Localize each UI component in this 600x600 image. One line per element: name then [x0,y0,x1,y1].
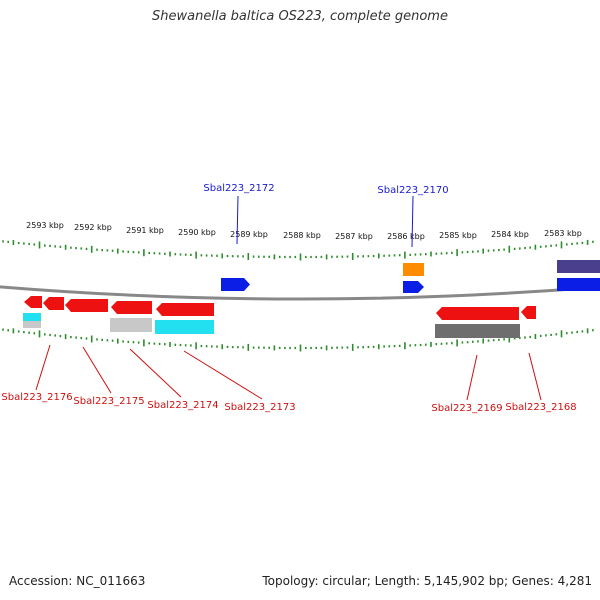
label-sbal223-2170[interactable]: Sbal223_2170 [377,185,448,196]
label-sbal223-2174[interactable]: Sbal223_2174 [147,400,218,411]
gene-sbal223-2174[interactable] [111,301,152,314]
gene-sbal223-2169[interactable] [436,307,519,320]
cds-cyan-left[interactable] [23,313,41,321]
top-tick-track [2,239,594,261]
genome-backbone [0,285,600,301]
cds-gray-2174[interactable] [110,318,152,332]
gene-sbal223-2173[interactable] [156,303,214,316]
scale-label-2584-kbp: 2584 kbp [491,230,529,239]
leader-sbal223-2173 [183,350,263,400]
leader-sbal223-2174 [129,348,182,398]
scale-label-2588-kbp: 2588 kbp [283,231,321,240]
leader-sbal223-2169 [466,354,478,401]
forward-strand-genes[interactable] [221,260,600,293]
leader-sbal223-2175 [82,346,112,394]
scale-label-2589-kbp: 2589 kbp [230,230,268,239]
scale-label-2590-kbp: 2590 kbp [178,228,216,237]
scale-label-2583-kbp: 2583 kbp [544,229,582,238]
scale-label-2585-kbp: 2585 kbp [439,231,477,240]
label-sbal223-2176[interactable]: Sbal223_2176 [1,392,72,403]
scale-label-2592-kbp: 2592 kbp [74,223,112,232]
label-sbal223-2175[interactable]: Sbal223_2175 [73,396,144,407]
gene-blue-right-edge[interactable] [557,278,600,291]
label-sbal223-2168[interactable]: Sbal223_2168 [505,402,576,413]
label-sbal223-2173[interactable]: Sbal223_2173 [224,402,295,413]
scale-label-2587-kbp: 2587 kbp [335,232,373,241]
accession-text: Accession: NC_011663 [9,574,146,588]
genome-title: Shewanella baltica OS223, complete genom… [152,9,448,24]
gene-sbal223-2170[interactable] [403,281,424,293]
gene-red-left-edge[interactable] [24,296,42,308]
gene-labels[interactable]: Sbal223_2172 Sbal223_2170 Sbal223_2176 S… [1,183,576,414]
bottom-tick-track [2,328,594,352]
scale-labels: 2593 kbp 2592 kbp 2591 kbp 2590 kbp 2589… [26,221,582,241]
cds-gray-2169[interactable] [435,324,520,338]
gene-sbal223-2172[interactable] [221,278,250,291]
genome-summary-text: Topology: circular; Length: 5,145,902 bp… [262,574,592,588]
cds-orange[interactable] [403,263,424,276]
scale-label-2586-kbp: 2586 kbp [387,232,425,241]
leader-lines [35,195,542,401]
gene-sbal223-2168[interactable] [521,306,536,319]
scale-label-2593-kbp: 2593 kbp [26,221,64,230]
scale-label-2591-kbp: 2591 kbp [126,226,164,235]
cds-gray-left[interactable] [23,321,41,328]
gene-sbal223-2176[interactable] [43,297,64,310]
leader-sbal223-2170 [411,195,414,248]
label-sbal223-2169[interactable]: Sbal223_2169 [431,403,502,414]
leader-sbal223-2172 [236,195,239,245]
reverse-strand-genes[interactable] [23,296,536,338]
gene-sbal223-2175[interactable] [65,299,108,312]
label-sbal223-2172[interactable]: Sbal223_2172 [203,183,274,194]
leader-sbal223-2176 [35,344,51,391]
leader-sbal223-2168 [528,352,542,401]
cds-purple-right-edge[interactable] [557,260,600,273]
cds-cyan-2173[interactable] [155,320,214,334]
